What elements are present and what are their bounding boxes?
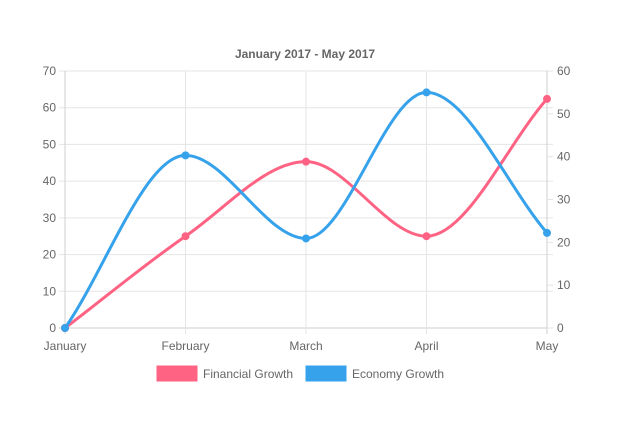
x-tick-label: March: [289, 339, 322, 353]
y-left-tick-label: 0: [49, 321, 56, 335]
y-left-tick-label: 20: [43, 248, 57, 262]
x-tick-label: May: [536, 339, 559, 353]
legend-item-financial-growth[interactable]: Financial Growth: [156, 365, 293, 382]
legend-label-economy-growth: Economy Growth: [352, 367, 444, 381]
y-right-tick-label: 10: [557, 278, 571, 292]
legend-swatch-financial-growth: [156, 365, 198, 382]
data-point-economy-growth[interactable]: [181, 151, 190, 160]
y-right-tick-label: 0: [557, 321, 564, 335]
data-point-financial-growth[interactable]: [422, 232, 431, 241]
y-left-tick-label: 40: [43, 174, 57, 188]
x-tick-label: January: [44, 339, 87, 353]
data-point-financial-growth[interactable]: [543, 94, 551, 103]
x-tick-label: April: [414, 339, 438, 353]
legend-label-financial-growth: Financial Growth: [203, 367, 293, 381]
y-left-tick-label: 50: [43, 137, 57, 151]
y-right-tick-label: 50: [557, 107, 571, 121]
data-point-financial-growth[interactable]: [302, 157, 310, 166]
data-point-economy-growth[interactable]: [422, 88, 431, 97]
axes: 0 10 20 30 40 50 60 70 0 10 20 30 40 50 60 January Febru…: [43, 64, 571, 353]
y-left-tick-label: 60: [43, 101, 57, 115]
y-right-tick-label: 60: [557, 64, 571, 78]
data-point-economy-growth[interactable]: [543, 228, 551, 237]
chart-title: January 2017 - May 2017: [235, 47, 375, 61]
y-left-tick-label: 30: [43, 211, 57, 225]
y-left-tick-label: 70: [43, 64, 57, 78]
y-right-tick-label: 30: [557, 193, 571, 207]
data-point-economy-growth[interactable]: [302, 234, 310, 243]
legend-item-economy-growth[interactable]: Economy Growth: [305, 365, 444, 382]
y-right-tick-label: 20: [557, 235, 571, 249]
legend[interactable]: Financial Growth Economy Growth: [156, 365, 444, 382]
points-layer: [61, 88, 551, 332]
x-tick-label: February: [161, 339, 209, 353]
y-left-tick-label: 10: [43, 284, 57, 298]
y-right-tick-label: 40: [557, 150, 571, 164]
data-point-financial-growth[interactable]: [181, 232, 190, 241]
legend-swatch-economy-growth: [305, 365, 347, 382]
data-point-economy-growth[interactable]: [61, 324, 69, 332]
grid: [59, 70, 553, 334]
